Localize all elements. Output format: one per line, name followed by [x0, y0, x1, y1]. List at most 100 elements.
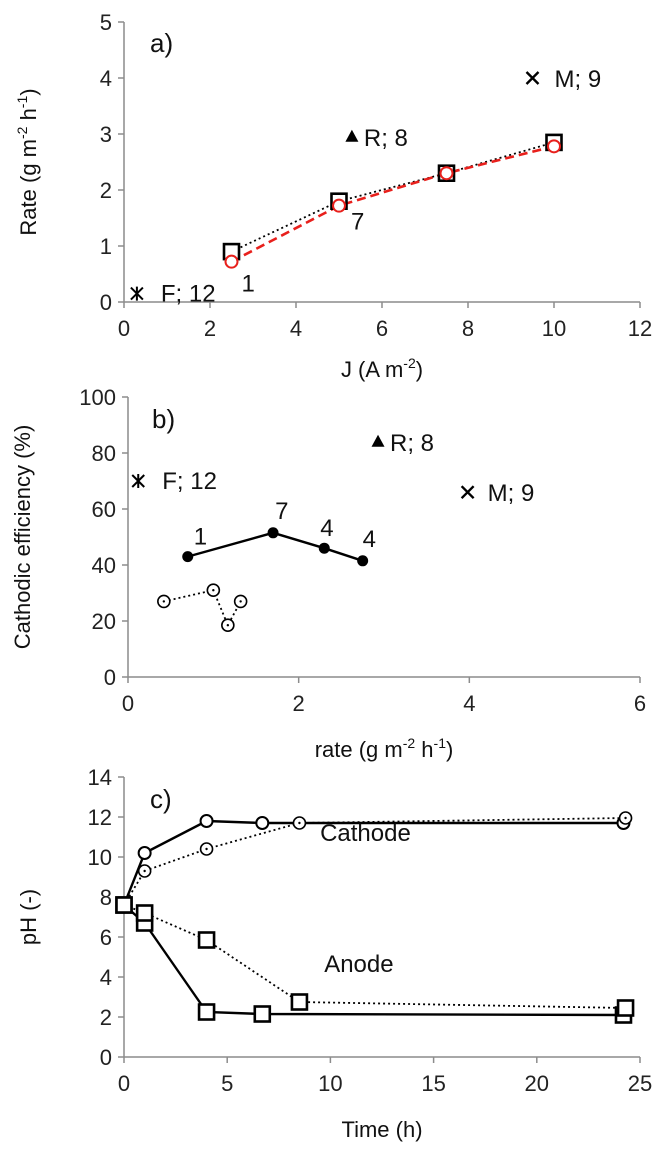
x-tick-label: 2: [293, 691, 305, 716]
annotation-label: R; 8: [364, 125, 408, 152]
series-1-point-dot: [162, 600, 166, 603]
annotation-label: F; 12: [162, 468, 217, 495]
series-2-point: [197, 1003, 216, 1021]
annotation-label: 7: [275, 498, 288, 525]
series-1-point: [332, 198, 346, 213]
series-0-point: [357, 555, 369, 567]
series-3-point: [197, 931, 216, 949]
y-tick-label: 8: [100, 885, 112, 910]
panel-label: a): [150, 28, 173, 58]
series-0-point: [137, 846, 152, 860]
annotation-label: M; 9: [488, 480, 535, 507]
x-tick-label: 4: [290, 316, 302, 341]
series-3-point: [616, 999, 635, 1017]
y-tick-label: 0: [100, 290, 112, 315]
y-tick-label: 20: [92, 609, 116, 634]
annotation-label: Anode: [324, 951, 393, 978]
y-axis-label: Rate (g m-2 h-1): [14, 88, 41, 235]
y-axis-label: pH (-): [16, 889, 41, 945]
y-tick-label: 10: [88, 845, 112, 870]
series-1-point-dot: [226, 624, 230, 627]
x-tick-label: 12: [628, 316, 652, 341]
series-3-point: [135, 904, 154, 922]
x-tick-label: 0: [118, 1071, 130, 1096]
y-tick-label: 5: [100, 10, 112, 35]
annotation-label: 7: [351, 209, 364, 236]
series-3-point: [371, 434, 385, 447]
annotation-label: 1: [194, 524, 207, 551]
series-3-line: [123, 904, 626, 1009]
series-0-point: [267, 527, 279, 539]
y-tick-label: 2: [100, 1005, 112, 1030]
x-axis-label: rate (g m-2 h-1): [315, 735, 454, 762]
panel-label: b): [152, 404, 175, 434]
y-tick-label: 6: [100, 925, 112, 950]
y-tick-label: 14: [88, 765, 112, 790]
x-tick-label: 8: [462, 316, 474, 341]
x-tick-label: 6: [634, 691, 646, 716]
x-tick-label: 25: [628, 1071, 652, 1096]
x-tick-label: 10: [318, 1071, 342, 1096]
series-3-point: [115, 896, 133, 914]
y-tick-label: 0: [100, 1045, 112, 1070]
x-tick-label: 6: [376, 316, 388, 341]
series-1-line: [163, 589, 242, 628]
series-4-point: [460, 485, 475, 500]
series-0-point: [199, 814, 214, 828]
series-1-point-dot: [239, 600, 242, 603]
y-tick-label: 4: [100, 66, 112, 91]
series-1-line: [230, 145, 555, 263]
y-tick-label: 3: [100, 122, 112, 147]
annotation-label: 4: [320, 515, 333, 542]
x-tick-label: 10: [542, 316, 566, 341]
series-1-point-dot: [298, 821, 301, 825]
annotation-label: Cathode: [320, 820, 411, 847]
x-tick-label: 2: [204, 316, 216, 341]
x-tick-label: 4: [463, 691, 475, 716]
annotation-label: R; 8: [390, 430, 434, 457]
series-2-point: [130, 286, 144, 301]
x-tick-label: 20: [525, 1071, 549, 1096]
annotation-label: M; 9: [555, 66, 602, 93]
series-1-point-dot: [205, 847, 208, 851]
y-tick-label: 1: [100, 234, 112, 259]
panel-b-efficiency-vs-rate: 0 20 40 60 80 100 0 2 4 6 b) rate (g m-2 h-1) Cathod…: [10, 385, 646, 762]
x-tick-label: 5: [221, 1071, 233, 1096]
y-tick-label: 4: [100, 965, 112, 990]
x-axis-label: Time (h): [341, 1117, 422, 1142]
series-1-point: [547, 139, 561, 154]
annotation-label: 4: [363, 526, 376, 553]
y-tick-label: 2: [100, 178, 112, 203]
series-3-point: [345, 129, 359, 142]
series-1-point-dot: [212, 589, 215, 592]
series-2-point: [131, 474, 145, 488]
x-tick-label: 15: [421, 1071, 445, 1096]
series-0-line: [187, 531, 364, 562]
y-tick-label: 12: [88, 805, 112, 830]
annotation-label: 1: [242, 271, 255, 298]
panel-label: c): [150, 784, 172, 814]
series-1-point: [224, 254, 239, 269]
series-0-point: [182, 551, 194, 563]
y-tick-label: 0: [104, 665, 116, 690]
series-1-point-dot: [624, 816, 627, 820]
series-2-point: [253, 1005, 272, 1023]
y-tick-label: 80: [92, 441, 116, 466]
x-tick-label: 0: [122, 691, 134, 716]
series-4-point: [525, 71, 540, 85]
y-tick-label: 40: [92, 553, 116, 578]
x-tick-label: 0: [118, 316, 130, 341]
series-3-point: [290, 993, 309, 1011]
y-tick-label: 60: [92, 497, 116, 522]
y-tick-label: 100: [79, 385, 116, 410]
annotation-label: F; 12: [161, 281, 216, 308]
y-axis-label: Cathodic efficiency (%): [10, 425, 35, 650]
series-0-point: [318, 542, 330, 554]
series-0-line: [231, 141, 555, 253]
series-1-point-dot: [143, 869, 146, 873]
panel-c-ph-vs-time: 0 2 4 6 8 10 12 14 0 5 10 15 20 25 c) Time (h) pH (-) Cat…: [16, 765, 652, 1142]
series-1-point: [439, 166, 454, 181]
x-axis-label: J (A m-2): [341, 355, 423, 382]
